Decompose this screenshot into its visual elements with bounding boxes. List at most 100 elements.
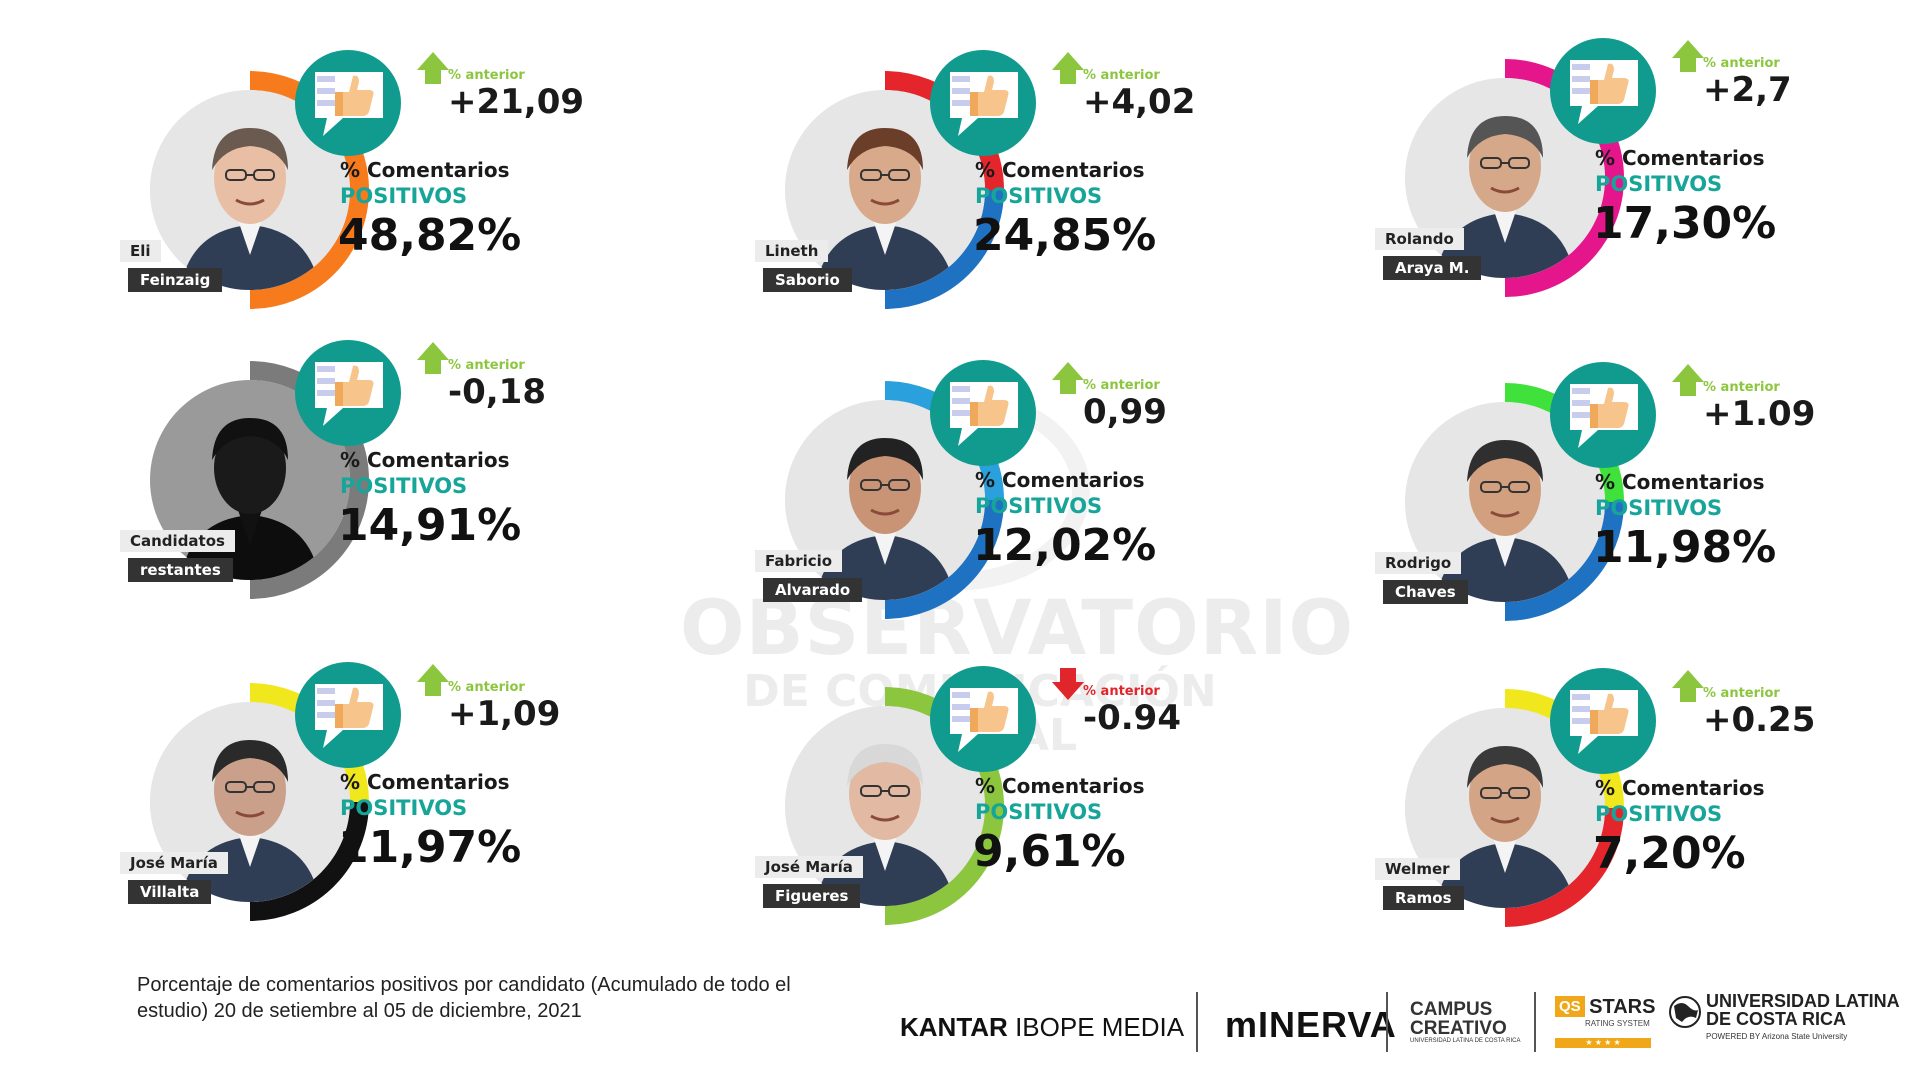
candidate-first-name: Candidatos bbox=[120, 530, 235, 552]
candidate-first-name: Rodrigo bbox=[1375, 552, 1462, 574]
candidate-last-name: Ramos bbox=[1383, 886, 1464, 910]
up-arrow-icon bbox=[1670, 362, 1706, 398]
thumbs-up-chat-icon bbox=[1570, 690, 1638, 754]
positivos-label: POSITIVOS bbox=[1595, 496, 1723, 520]
candidate-card: Rodrigo Chaves % anterior +1.09 % Coment… bbox=[1375, 362, 1905, 621]
positivos-label: POSITIVOS bbox=[340, 184, 468, 208]
thumbs-up-bubble bbox=[930, 50, 1036, 156]
candidate-first-name: Fabricio bbox=[755, 550, 843, 572]
candidate-last-name: Villalta bbox=[128, 880, 212, 904]
candidate-first-name: Eli bbox=[120, 240, 161, 262]
candidate-card: Welmer Ramos % anterior +0.25 % Comentar… bbox=[1375, 668, 1905, 927]
comentarios-label: % Comentarios bbox=[975, 158, 1145, 182]
previous-label: % anterior bbox=[1083, 684, 1160, 699]
up-arrow-icon bbox=[1050, 360, 1086, 396]
thumbs-up-chat-icon bbox=[315, 72, 383, 136]
thumbs-up-chat-icon bbox=[315, 684, 383, 748]
positivos-label: POSITIVOS bbox=[1595, 802, 1723, 826]
thumbs-up-bubble bbox=[295, 340, 401, 446]
positivos-label: POSITIVOS bbox=[340, 796, 468, 820]
positive-percentage: 24,85% bbox=[973, 210, 1157, 261]
change-value: +2,7 bbox=[1703, 70, 1792, 110]
globe-icon bbox=[1669, 996, 1701, 1028]
candidate-first-name: Welmer bbox=[1375, 858, 1460, 880]
positive-percentage: 17,30% bbox=[1593, 198, 1777, 249]
thumbs-up-bubble bbox=[1550, 668, 1656, 774]
candidate-first-name: José María bbox=[755, 856, 863, 878]
change-value: +1.09 bbox=[1703, 394, 1816, 434]
candidate-card: José María Villalta % anterior +1,09 % C… bbox=[120, 662, 650, 921]
comentarios-label: % Comentarios bbox=[340, 770, 510, 794]
previous-label: % anterior bbox=[448, 68, 525, 83]
qs-stars-logo: QS STARS RATING SYSTEM ★ ★ ★ ★ bbox=[1555, 996, 1655, 1048]
candidate-card: Fabricio Alvarado % anterior 0,99 % Come… bbox=[755, 360, 1285, 619]
change-value: -0.94 bbox=[1083, 698, 1181, 738]
caption: Porcentaje de comentarios positivos por … bbox=[137, 974, 791, 1022]
universidad-latina-logo: UNIVERSIDAD LATINA DE COSTA RICA POWERED … bbox=[1668, 992, 1908, 1052]
ring-arc bbox=[249, 801, 369, 921]
logo-divider bbox=[1534, 992, 1536, 1052]
candidate-first-name: Rolando bbox=[1375, 228, 1464, 250]
ring-arc bbox=[884, 189, 1004, 309]
comentarios-label: % Comentarios bbox=[1595, 776, 1765, 800]
up-arrow-icon bbox=[415, 662, 451, 698]
positive-percentage: 7,20% bbox=[1593, 828, 1746, 879]
positive-percentage: 12,02% bbox=[973, 520, 1157, 571]
candidate-last-name: Figueres bbox=[763, 884, 861, 908]
thumbs-up-chat-icon bbox=[1570, 60, 1638, 124]
candidate-last-name: Alvarado bbox=[763, 578, 863, 602]
candidate-card: Candidatos restantes % anterior -0,18 % … bbox=[120, 340, 650, 599]
positivos-label: POSITIVOS bbox=[975, 494, 1103, 518]
previous-label: % anterior bbox=[1703, 56, 1780, 71]
thumbs-up-bubble bbox=[1550, 362, 1656, 468]
change-value: +4,02 bbox=[1083, 82, 1196, 122]
ring-arc bbox=[884, 499, 1004, 619]
up-arrow-icon bbox=[415, 340, 451, 376]
up-arrow-icon bbox=[1670, 38, 1706, 74]
candidate-last-name: restantes bbox=[128, 558, 233, 582]
candidate-card: Eli Feinzaig % anterior +21,09 % Comenta… bbox=[120, 50, 650, 309]
positive-percentage: 9,61% bbox=[973, 826, 1126, 877]
candidate-card: Lineth Saborio % anterior +4,02 % Coment… bbox=[755, 50, 1285, 309]
thumbs-up-bubble bbox=[930, 360, 1036, 466]
change-value: 0,99 bbox=[1083, 392, 1167, 432]
up-arrow-icon bbox=[415, 50, 451, 86]
candidate-last-name: Chaves bbox=[1383, 580, 1468, 604]
candidate-last-name: Saborio bbox=[763, 268, 852, 292]
thumbs-up-chat-icon bbox=[315, 362, 383, 426]
comentarios-label: % Comentarios bbox=[1595, 470, 1765, 494]
up-arrow-icon bbox=[1050, 50, 1086, 86]
positivos-label: POSITIVOS bbox=[1595, 172, 1723, 196]
change-value: +0.25 bbox=[1703, 700, 1816, 740]
previous-label: % anterior bbox=[1083, 378, 1160, 393]
thumbs-up-bubble bbox=[295, 50, 401, 156]
previous-label: % anterior bbox=[1703, 380, 1780, 395]
comentarios-label: % Comentarios bbox=[975, 468, 1145, 492]
thumbs-up-chat-icon bbox=[950, 382, 1018, 446]
positivos-label: POSITIVOS bbox=[340, 474, 468, 498]
down-arrow-icon bbox=[1050, 666, 1086, 702]
positive-percentage: 48,82% bbox=[338, 210, 522, 261]
minerva-logo: mINERVA bbox=[1225, 1004, 1397, 1045]
up-arrow-icon bbox=[1670, 668, 1706, 704]
previous-label: % anterior bbox=[1703, 686, 1780, 701]
comentarios-label: % Comentarios bbox=[1595, 146, 1765, 170]
candidate-last-name: Araya M. bbox=[1383, 256, 1482, 280]
thumbs-up-bubble bbox=[1550, 38, 1656, 144]
positivos-label: POSITIVOS bbox=[975, 184, 1103, 208]
campus-creativo-logo: CAMPUS CREATIVO UNIVERSIDAD LATINA DE COS… bbox=[1410, 999, 1521, 1044]
ring-arc bbox=[1504, 501, 1624, 621]
logo-divider bbox=[1386, 992, 1388, 1052]
candidate-card: José María Figueres % anterior -0.94 % C… bbox=[755, 666, 1285, 925]
positive-percentage: 11,97% bbox=[338, 822, 522, 873]
thumbs-up-chat-icon bbox=[950, 688, 1018, 752]
comentarios-label: % Comentarios bbox=[340, 448, 510, 472]
ring-arc bbox=[1504, 807, 1624, 927]
previous-label: % anterior bbox=[1083, 68, 1160, 83]
thumbs-up-bubble bbox=[295, 662, 401, 768]
candidate-first-name: Lineth bbox=[755, 240, 829, 262]
candidate-last-name: Feinzaig bbox=[128, 268, 223, 292]
positive-percentage: 14,91% bbox=[338, 500, 522, 551]
positive-percentage: 11,98% bbox=[1593, 522, 1777, 573]
change-value: -0,18 bbox=[448, 372, 546, 412]
